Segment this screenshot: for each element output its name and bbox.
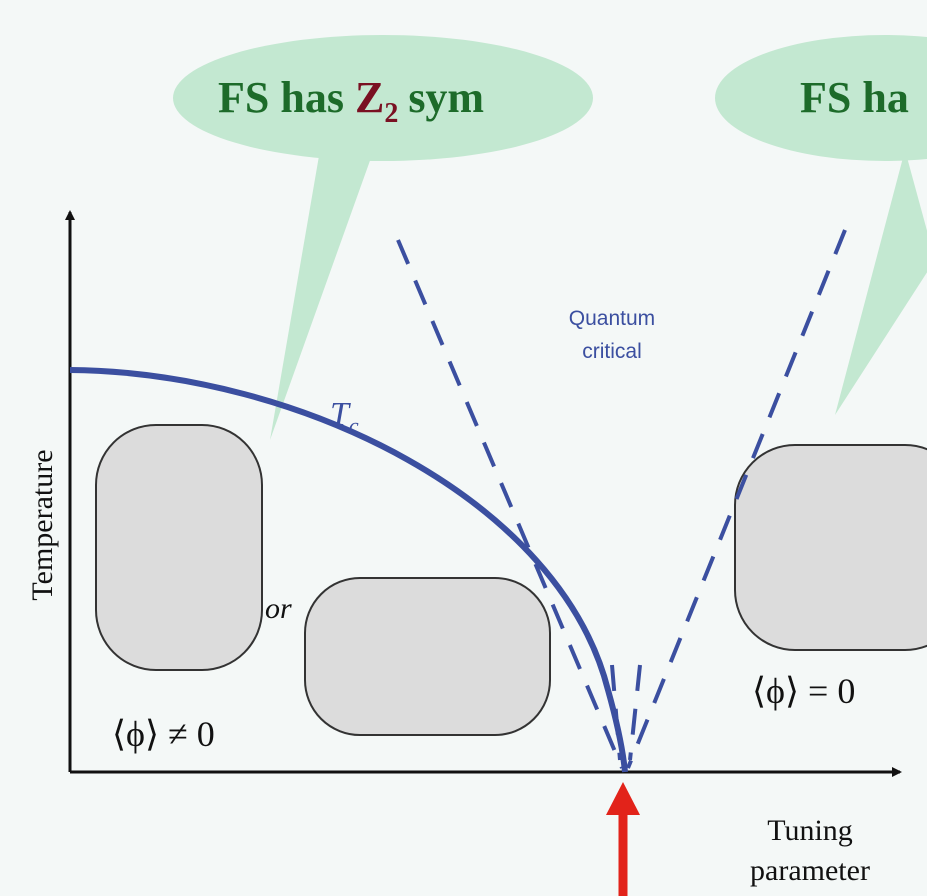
phase-label: ⟨ϕ⟩ = 0 [752,671,855,711]
region-label: Quantum [569,307,655,330]
fermi-surface [305,578,550,735]
phase-label: ⟨ϕ⟩ ≠ 0 [112,714,215,754]
fermi-surface [96,425,262,670]
region-label: critical [582,340,642,363]
bubble-text: FS ha [800,73,909,122]
y-axis-label: Temperature [26,449,59,600]
fermi-surface [735,445,927,650]
diagram: FS has Z2sym FS ha Temperature Tuning pa… [0,0,927,896]
x-axis-label: Tuning [767,814,853,847]
page: {"bubbles": [ {"text": "FS has", "symbol… [0,0,927,896]
connector-label: or [265,592,292,625]
x-axis-label: parameter [750,854,870,887]
